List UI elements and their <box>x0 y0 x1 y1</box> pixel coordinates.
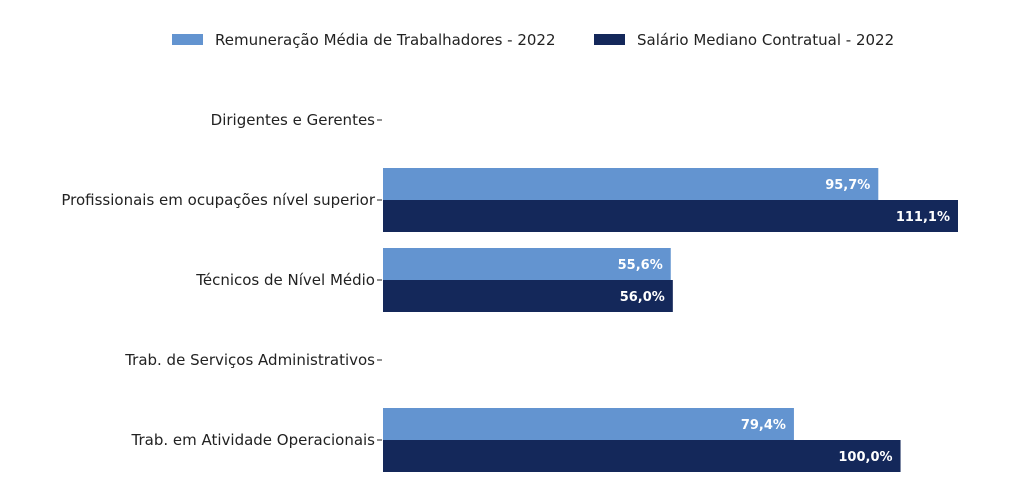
legend-label-2: Salário Mediano Contratual - 2022 <box>637 31 894 49</box>
bar-series-2 <box>383 440 901 472</box>
bar-series-2 <box>383 200 958 232</box>
category-label: Trab. de Serviços Administrativos <box>124 351 375 369</box>
bar-series-1 <box>383 408 794 440</box>
legend-swatch-2 <box>594 34 625 45</box>
bar-value-label: 55,6% <box>618 258 663 273</box>
bar-series-2 <box>383 280 673 312</box>
legend: Remuneração Média de Trabalhadores - 202… <box>172 31 894 49</box>
bar-labels: 95,7% 55,6% 79,4% 111,1% 56,0% 100,0% <box>618 178 950 465</box>
bar-value-label: 111,1% <box>896 210 950 225</box>
bar-series-1 <box>383 168 879 200</box>
bar-value-label: 100,0% <box>838 450 892 465</box>
bar-value-label: 56,0% <box>620 290 665 305</box>
bars <box>383 168 958 472</box>
category-label: Técnicos de Nível Médio <box>195 271 375 289</box>
bar-value-label: 79,4% <box>741 418 786 433</box>
bar-value-label: 95,7% <box>825 178 870 193</box>
category-label: Dirigentes e Gerentes <box>211 111 376 129</box>
legend-swatch-1 <box>172 34 203 45</box>
y-axis: Dirigentes e Gerentes Profissionais em oc… <box>61 111 382 449</box>
bar-series-1 <box>383 248 671 280</box>
category-label: Trab. em Atividade Operacionais <box>131 431 376 449</box>
category-label: Profissionais em ocupações nível superio… <box>61 191 375 209</box>
legend-label-1: Remuneração Média de Trabalhadores - 202… <box>215 31 556 49</box>
